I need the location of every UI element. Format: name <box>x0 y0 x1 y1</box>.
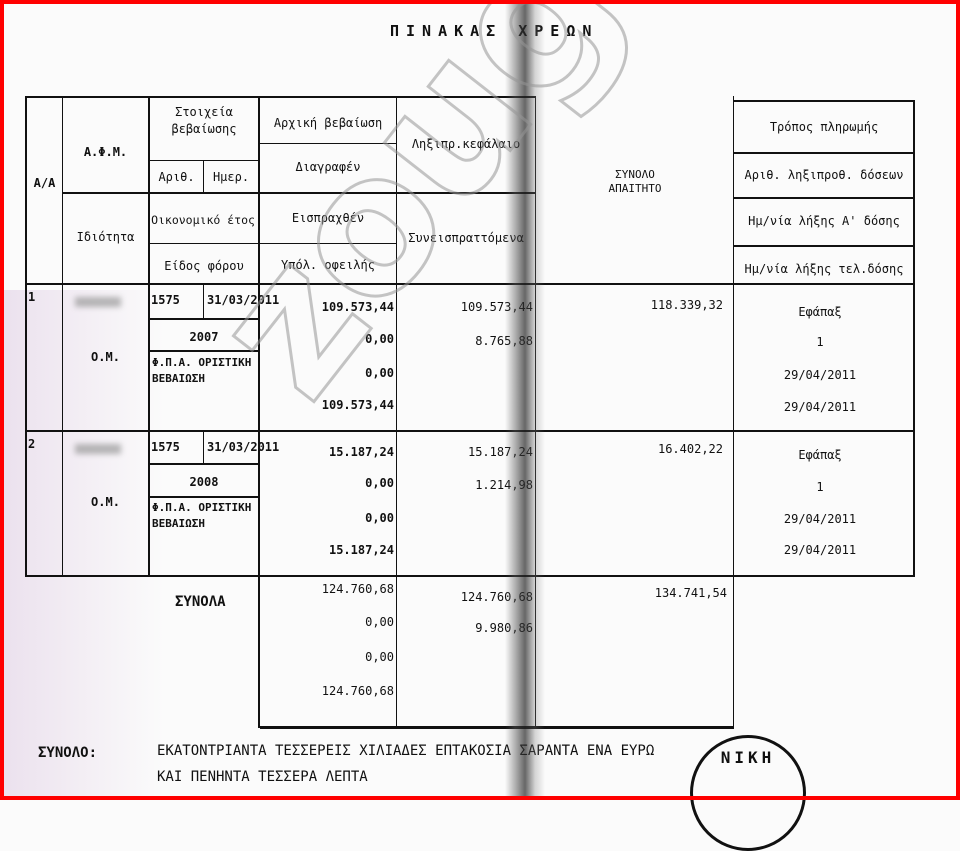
totals-eispraxthen: 0,00 <box>365 650 394 664</box>
header-imer: Ημερ. <box>212 170 250 184</box>
header-tropos: Τρόπος πληρωμής <box>769 120 879 134</box>
row-arith: 1575 <box>151 293 180 307</box>
totals-lixipr: 124.760,68 <box>460 590 533 604</box>
row-idiotita: Ο.Μ. <box>91 495 120 509</box>
row-hm-tel: 29/04/2011 <box>783 400 857 414</box>
row-syneispr: 8.765,88 <box>475 334 533 348</box>
redacted-afm <box>75 297 121 307</box>
header-hm-a: Ημ/νία λήξης Α' δόσης <box>748 214 900 228</box>
row-eispraxthen: 0,00 <box>365 511 394 525</box>
row-syneispr: 1.214,98 <box>475 478 533 492</box>
row-hm-a: 29/04/2011 <box>783 512 857 526</box>
redacted-afm <box>75 444 121 454</box>
header-oik-etos: Οικονομικό έτος <box>151 213 255 227</box>
header-ypol: Υπόλ. οφειλής <box>281 258 375 272</box>
header-eidos-forou: Είδος φόρου <box>164 259 244 273</box>
row-diagrafen: 0,00 <box>365 476 394 490</box>
row-doseis: 1 <box>816 480 824 494</box>
totals-label: ΣΥΝΟΛΑ <box>175 594 226 610</box>
row-eispraxthen: 0,00 <box>365 366 394 380</box>
row-aa: 2 <box>28 437 36 451</box>
row-synolo: 16.402,22 <box>657 442 723 456</box>
sum-label: ΣΥΝΟΛΟ: <box>38 745 98 761</box>
row-arxiki: 109.573,44 <box>321 300 394 314</box>
row-aa: 1 <box>28 290 36 304</box>
row-arith: 1575 <box>151 440 180 454</box>
header-arith-doseon: Αριθ. ληξιπροθ. δόσεων <box>744 168 904 182</box>
header-arith: Αριθ. <box>158 170 195 184</box>
scan-shading <box>4 290 164 796</box>
row-etos: 2008 <box>189 475 219 489</box>
row-ypol: 109.573,44 <box>321 398 394 412</box>
header-synolo: ΣΥΝΟΛΟ ΑΠΑΙΤΗΤΟ <box>608 168 662 195</box>
totals-arxiki: 124.760,68 <box>321 582 394 596</box>
official-seal: ΝΙΚΗ <box>690 735 806 851</box>
header-diagrafen: Διαγραφέν <box>295 160 361 174</box>
row-etos: 2007 <box>189 330 219 344</box>
header-hm-tel: Ημ/νία λήξης τελ.δόσης <box>744 262 904 276</box>
row-arxiki: 15.187,24 <box>328 445 394 459</box>
row-ypol: 15.187,24 <box>328 543 394 557</box>
totals-ypol: 124.760,68 <box>321 684 394 698</box>
row-idiotita: Ο.Μ. <box>91 350 120 364</box>
row-imer: 31/03/2011 <box>207 440 280 454</box>
row-synolo: 118.339,32 <box>650 298 723 312</box>
row-tropos: Εφάπαξ <box>798 305 842 319</box>
page-fold-shadow <box>505 0 545 800</box>
header-aa: Α/Α <box>33 176 56 190</box>
row-hm-a: 29/04/2011 <box>783 368 857 382</box>
sum-text-line1: ΕΚΑΤΟΝΤΡΙΑΝΤΑ ΤΕΣΣΕΡΕΙΣ ΧΙΛΙΑΔΕΣ ΕΠΤΑΚΟΣ… <box>157 743 655 759</box>
header-syneispr: Συνεισπραττόμενα <box>408 231 524 245</box>
sum-text-line2: ΚΑΙ ΠΕΝΗΝΤΑ ΤΕΣΣΕΡΑ ΛΕΠΤΑ <box>157 769 368 785</box>
row-lixipr: 109.573,44 <box>460 300 533 314</box>
totals-diagrafen: 0,00 <box>365 615 394 629</box>
row-doseis: 1 <box>816 335 824 349</box>
row-eidos: Φ.Π.Α. ΟΡΙΣΤΙΚΗ ΒΕΒΑΙΩΣΗ <box>152 356 252 385</box>
row-eidos: Φ.Π.Α. ΟΡΙΣΤΙΚΗ ΒΕΒΑΙΩΣΗ <box>152 501 252 530</box>
header-lixipr: Ληξιπρ.κεφάλαιο <box>411 137 521 151</box>
header-idiotita: Ιδιότητα <box>76 230 135 244</box>
row-hm-tel: 29/04/2011 <box>783 543 857 557</box>
header-eispraxthen: Εισπραχθέν <box>291 211 365 225</box>
header-arxiki: Αρχική βεβαίωση <box>273 116 383 130</box>
row-diagrafen: 0,00 <box>365 332 394 346</box>
row-lixipr: 15.187,24 <box>467 445 533 459</box>
totals-synolo: 134.741,54 <box>654 586 727 600</box>
header-afm: Α.Φ.Μ. <box>83 145 128 159</box>
row-tropos: Εφάπαξ <box>798 448 842 462</box>
totals-syneispr: 9.980,86 <box>475 621 533 635</box>
header-stoixeia: Στοιχεία βεβαίωσης <box>171 105 237 136</box>
row-imer: 31/03/2011 <box>207 293 280 307</box>
page-title: ΠΙΝΑΚΑΣ ΧΡΕΩΝ <box>390 22 599 40</box>
